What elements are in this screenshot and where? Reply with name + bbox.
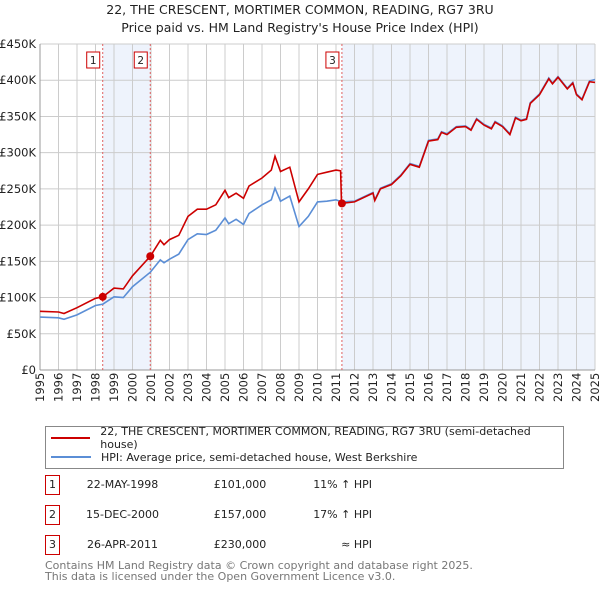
chart-title: 22, THE CRESCENT, MORTIMER COMMON, READI… — [106, 2, 494, 17]
footer-line: Contains HM Land Registry data © Crown c… — [45, 559, 473, 572]
sale-label-number: 3 — [329, 55, 336, 67]
x-tick-label: 1995 — [33, 373, 47, 402]
x-tick-label: 2008 — [274, 373, 288, 402]
sale-label-frame — [133, 51, 148, 69]
x-tick-label: 2007 — [255, 373, 269, 402]
footer-line: This data is licensed under the Open Gov… — [45, 570, 396, 583]
sale-row: 1 22-MAY-1998 £101,000 11% ↑ HPI — [0, 475, 600, 495]
x-tick-label: 2004 — [200, 373, 214, 402]
y-tick-label: £200K — [0, 218, 36, 232]
x-tick-label: 2015 — [403, 373, 417, 402]
x-tick-label: 1997 — [70, 373, 84, 402]
legend-label: 22, THE CRESCENT, MORTIMER COMMON, READI… — [100, 425, 531, 451]
x-tick-label: 2016 — [422, 373, 436, 402]
sale-number: 3 — [45, 535, 60, 555]
footer: Contains HM Land Registry data © Crown c… — [45, 560, 473, 582]
y-tick-label: £300K — [0, 146, 36, 160]
sale-price: £101,000 — [213, 478, 267, 491]
x-tick-label: 2006 — [237, 373, 251, 402]
x-tick-label: 1998 — [89, 373, 103, 402]
sale-date: 15-DEC-2000 — [85, 508, 160, 521]
x-tick-label: 2009 — [292, 373, 306, 402]
x-tick-label: 2000 — [126, 373, 140, 402]
legend-swatch-blue — [51, 456, 91, 458]
x-tick-label: 2022 — [533, 373, 547, 402]
sale-point — [337, 199, 346, 208]
legend-label: HPI: Average price, semi-detached house,… — [101, 450, 418, 464]
sale-label-number: 1 — [90, 55, 97, 67]
x-tick-label: 1999 — [107, 373, 121, 402]
sale-row: 3 26-APR-2011 £230,000 ≈ HPI — [0, 535, 600, 555]
sale-label-frame — [86, 51, 101, 69]
sale-hpi: ≈ HPI — [341, 538, 372, 551]
x-tick-label: 2020 — [496, 373, 510, 402]
x-tick-label: 2001 — [144, 373, 158, 402]
x-tick-label: 2017 — [440, 373, 454, 402]
sale-label-frame — [325, 51, 340, 69]
legend-swatch-red — [51, 437, 91, 439]
y-tick-label: £150K — [0, 254, 36, 268]
sale-point — [146, 252, 155, 261]
x-tick-label: 2012 — [348, 373, 362, 402]
x-tick-label: 2021 — [514, 373, 528, 402]
x-tick-label: 2018 — [459, 373, 473, 402]
sale-hpi: 11% ↑ HPI — [313, 478, 372, 491]
shaded-region — [341, 44, 595, 370]
x-tick-label: 2025 — [588, 373, 600, 402]
sale-number: 2 — [45, 505, 60, 525]
chart-subtitle: Price paid vs. HM Land Registry's House … — [121, 20, 479, 35]
x-tick-label: 2003 — [181, 373, 195, 402]
sale-label-number: 2 — [137, 55, 144, 67]
sale-row: 2 15-DEC-2000 £157,000 17% ↑ HPI — [0, 505, 600, 525]
x-tick-label: 2002 — [163, 373, 177, 402]
x-tick-label: 2011 — [329, 373, 343, 402]
y-tick-label: £50K — [7, 327, 37, 341]
shaded-region — [102, 44, 151, 370]
sale-hpi: 17% ↑ HPI — [313, 508, 372, 521]
sale-label-box: 2 — [133, 51, 148, 69]
price-paid-line — [39, 76, 596, 315]
y-tick-label: £100K — [0, 291, 36, 305]
legend: 22, THE CRESCENT, MORTIMER COMMON, READI… — [45, 425, 564, 469]
plot-area: 1995 1996 1997 1998 1999 2000 2001 2002 2003 2004… — [0, 37, 600, 402]
sale-date: 26-APR-2011 — [86, 538, 159, 551]
x-tick-label: 2019 — [477, 373, 491, 402]
legend-item-property: 22, THE CRESCENT, MORTIMER COMMON, READI… — [46, 425, 563, 451]
y-tick-label: £400K — [0, 73, 36, 87]
sale-date: 22-MAY-1998 — [86, 478, 159, 491]
legend-item-hpi: HPI: Average price, semi-detached house,… — [46, 449, 417, 465]
sale-price: £157,000 — [213, 508, 267, 521]
sale-price: £230,000 — [213, 538, 267, 551]
sale-label-box: 3 — [325, 51, 340, 69]
sale-number: 1 — [45, 475, 60, 495]
y-tick-label: £250K — [0, 182, 36, 196]
x-tick-label: 1996 — [52, 373, 66, 402]
x-tick-label: 2014 — [385, 373, 399, 402]
x-tick-label: 2013 — [366, 373, 380, 402]
sale-label-box: 1 — [86, 51, 101, 69]
x-tick-label: 2005 — [218, 373, 232, 402]
y-tick-label: £350K — [0, 109, 36, 123]
y-tick-label: £0 — [21, 363, 36, 377]
x-tick-label: 2024 — [570, 373, 584, 402]
y-tick-label: £450K — [0, 37, 36, 51]
sale-point — [98, 292, 107, 301]
x-tick-label: 2023 — [551, 373, 565, 402]
x-tick-label: 2010 — [311, 373, 325, 402]
